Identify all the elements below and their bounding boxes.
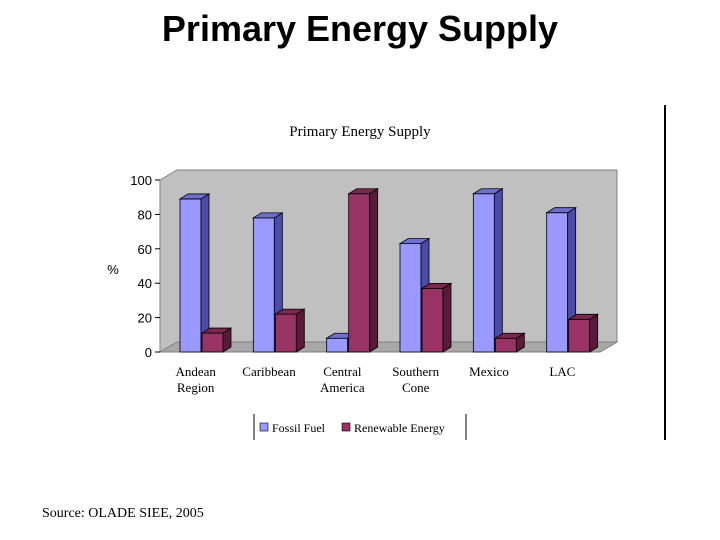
bar-top xyxy=(273,308,306,315)
bar-side xyxy=(200,193,210,353)
bar-front xyxy=(201,332,224,353)
bar-side xyxy=(493,188,503,353)
x-tick-label: Andean xyxy=(175,364,216,379)
x-tick-label: America xyxy=(320,380,365,395)
bar xyxy=(471,188,504,353)
y-tick-label: 100 xyxy=(130,173,152,188)
bar-front xyxy=(568,318,591,353)
bar-front xyxy=(179,198,202,353)
bar-top xyxy=(200,327,233,334)
x-tick-label: Southern xyxy=(392,364,439,379)
bar-front xyxy=(399,243,422,353)
bar-front xyxy=(252,217,275,353)
bar-top xyxy=(251,212,284,219)
bar-side xyxy=(369,188,379,353)
x-tick-label: Caribbean xyxy=(242,364,296,379)
bar-top xyxy=(545,207,578,214)
bar xyxy=(493,332,526,353)
bar-front xyxy=(421,287,444,353)
bar-front xyxy=(546,212,569,353)
bar-top xyxy=(347,188,380,195)
y-tick-label: 20 xyxy=(138,311,152,326)
y-tick-label: 60 xyxy=(138,242,152,257)
bar-side xyxy=(295,308,305,353)
y-tick-label: 40 xyxy=(138,276,152,291)
legend-label: Renewable Energy xyxy=(354,421,445,435)
bar-front xyxy=(494,337,517,353)
bar xyxy=(347,188,380,353)
slide-title: Primary Energy Supply xyxy=(161,8,559,49)
bar-front xyxy=(326,337,349,353)
legend-swatch xyxy=(341,422,351,432)
bar-top xyxy=(398,238,431,245)
x-tick-label: Mexico xyxy=(469,364,509,379)
x-tick-label: Cone xyxy=(402,380,430,395)
y-tick-label: 0 xyxy=(145,345,152,360)
chart-title: Primary Energy Supply xyxy=(289,124,431,140)
divider-line xyxy=(664,105,666,440)
bar-front xyxy=(274,313,297,353)
bar xyxy=(200,327,233,353)
x-tick-label: Region xyxy=(177,380,215,395)
bar-top xyxy=(471,188,504,195)
y-tick-label: 80 xyxy=(138,207,152,222)
y-axis-label: % xyxy=(107,262,119,277)
legend-swatch xyxy=(259,422,269,432)
bar xyxy=(178,193,211,353)
bar-top xyxy=(567,313,600,320)
x-tick-label: Central xyxy=(323,364,362,379)
x-tick-label: LAC xyxy=(549,364,575,379)
bar xyxy=(273,308,306,353)
bar-top xyxy=(178,193,211,200)
source-note: Source: OLADE SIEE, 2005 xyxy=(42,506,204,521)
bar-front xyxy=(348,193,371,353)
bar xyxy=(420,282,453,353)
bar-top xyxy=(493,332,526,339)
bar-front xyxy=(472,193,495,353)
bar-side xyxy=(442,282,452,353)
legend-label: Fossil Fuel xyxy=(272,421,326,435)
bar-top xyxy=(420,282,453,289)
bar-side xyxy=(589,313,599,353)
bar xyxy=(567,313,600,353)
